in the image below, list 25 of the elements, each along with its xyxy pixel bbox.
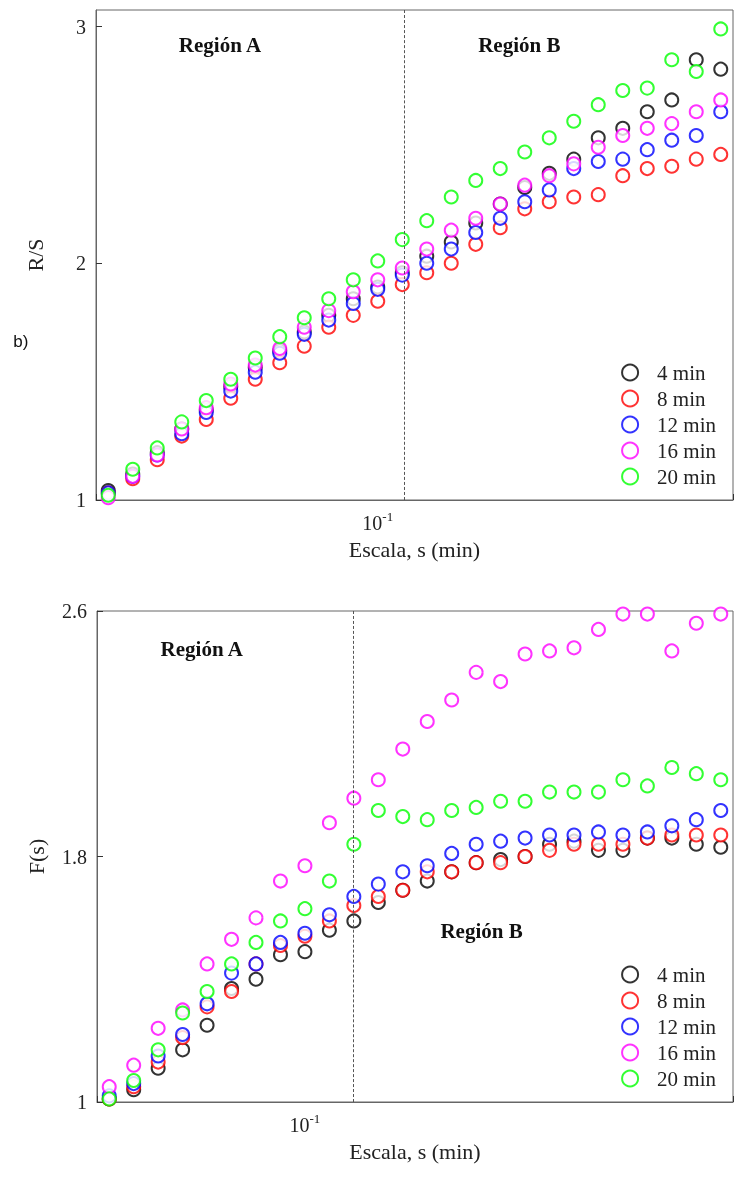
y-tick-label: 2.6: [62, 600, 87, 622]
legend-label: 8 min: [657, 386, 706, 411]
legend-label: 12 min: [657, 1014, 717, 1039]
y-axis-title: F(s): [23, 838, 49, 875]
y-axis-title: R/S: [22, 238, 48, 272]
legend-label: 4 min: [657, 962, 706, 987]
legend-label: 8 min: [657, 988, 706, 1013]
legend-label: 20 min: [657, 464, 717, 489]
y-tick-label: 2: [76, 252, 86, 275]
y-tick-label: 3: [76, 15, 86, 38]
y-tick-label: 1.8: [62, 845, 87, 868]
legend-label: 16 min: [657, 1040, 717, 1065]
y-tick-label: 1: [76, 489, 86, 511]
annotation: Región B: [478, 33, 561, 57]
legend-label: 4 min: [657, 360, 706, 385]
annotation: Región A: [178, 33, 262, 57]
x-axis-title: Escala, s (min): [349, 1138, 481, 1164]
annotation: Región B: [440, 918, 523, 943]
text: b): [13, 332, 29, 352]
legend-label: 12 min: [657, 412, 717, 437]
legend-label: 20 min: [657, 1066, 717, 1091]
x-axis-title: Escala, s (min): [348, 536, 481, 562]
legend-label: 16 min: [657, 438, 717, 463]
y-tick-label: 1: [77, 1091, 87, 1113]
annotation: Región A: [160, 636, 244, 661]
